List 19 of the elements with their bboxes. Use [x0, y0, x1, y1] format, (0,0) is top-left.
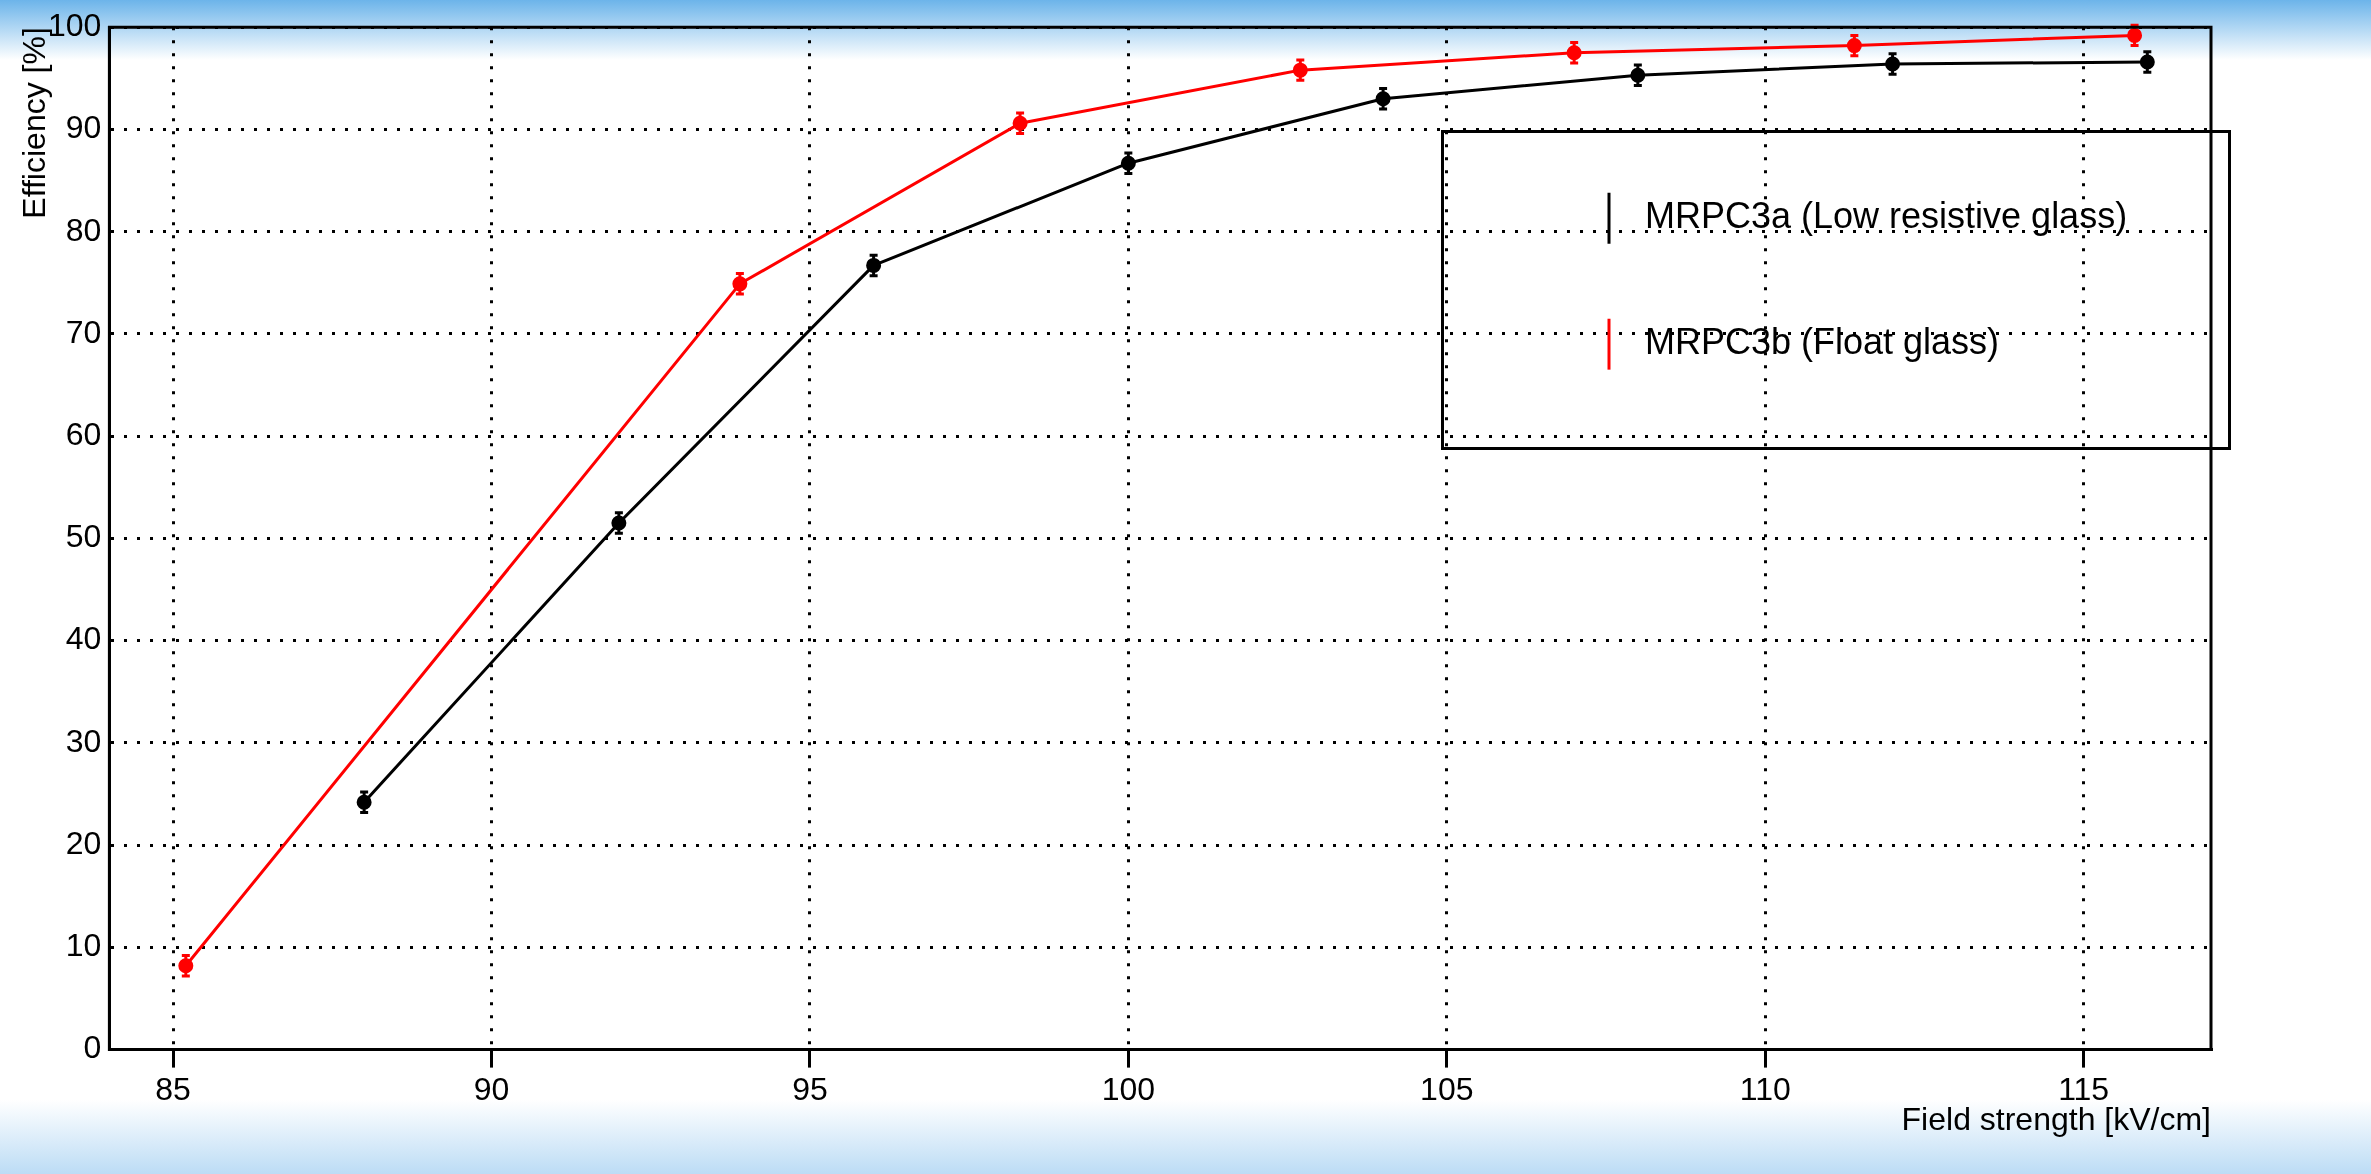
- x-tick-label: 100: [1101, 1070, 1156, 1107]
- y-tick-label: 80: [65, 211, 102, 248]
- y-tick-label: 70: [65, 313, 102, 350]
- x-tick-label: 105: [1420, 1070, 1474, 1107]
- y-tick-label: 0: [83, 1029, 102, 1066]
- y-tick-label: 90: [65, 109, 102, 146]
- x-tick-label: 90: [473, 1070, 510, 1107]
- x-tick-label: 85: [155, 1070, 191, 1107]
- y-tick-label: 30: [65, 722, 102, 759]
- y-axis-title: Efficiency [%]: [15, 27, 52, 219]
- x-tick-label: 95: [792, 1070, 828, 1107]
- x-tick-label: 110: [1739, 1070, 1791, 1107]
- y-tick-label: 20: [65, 824, 102, 861]
- y-tick-label: 60: [65, 415, 102, 452]
- y-tick-label: 50: [65, 518, 102, 555]
- y-tick-label: 10: [65, 927, 102, 964]
- y-tick-label: 40: [65, 620, 102, 657]
- legend-label: MRPC3a (Low resistive glass): [1645, 195, 2128, 237]
- legend-label: MRPC3b (Float glass): [1645, 321, 2000, 363]
